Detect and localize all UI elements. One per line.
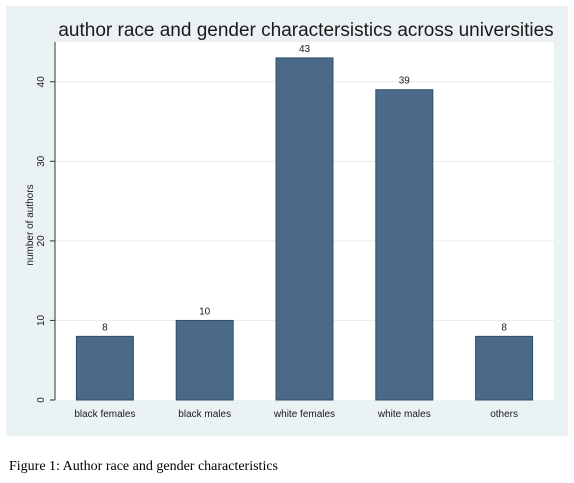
axes: 0 10 20 30 40 black females black males white f… — [36, 42, 518, 420]
bar-white-males — [375, 89, 434, 401]
chart-title: author race and gender charactersistics … — [58, 20, 553, 41]
bars — [75, 57, 534, 401]
y-tick-label-10: 10 — [36, 314, 47, 326]
x-tick-label: white females — [273, 409, 335, 420]
y-tick-label-30: 30 — [36, 155, 47, 167]
x-tick-label: black males — [178, 409, 231, 420]
data-label: 8 — [501, 322, 507, 333]
figure-caption: Figure 1: Author race and gender charact… — [9, 459, 279, 474]
y-tick-label-40: 40 — [36, 76, 47, 88]
data-labels: 8 10 43 39 8 — [102, 44, 507, 333]
data-label: 43 — [299, 44, 311, 55]
y-axis-title: number of authors — [25, 184, 36, 265]
bar-others — [475, 335, 534, 401]
bar-white-females — [275, 57, 334, 401]
bar-black-males — [175, 319, 234, 401]
y-tick-label-20: 20 — [36, 235, 47, 247]
bar-chart: 8 10 43 39 8 0 10 20 30 40 black females black mal… — [25, 20, 554, 420]
x-tick-label: others — [490, 409, 518, 420]
x-tick-label: black females — [74, 409, 135, 420]
x-tick-label: white males — [377, 409, 431, 420]
data-label: 39 — [399, 76, 411, 87]
data-label: 10 — [199, 306, 211, 317]
y-tick-label-0: 0 — [36, 397, 47, 403]
data-label: 8 — [102, 322, 108, 333]
bar-black-females — [75, 335, 134, 401]
